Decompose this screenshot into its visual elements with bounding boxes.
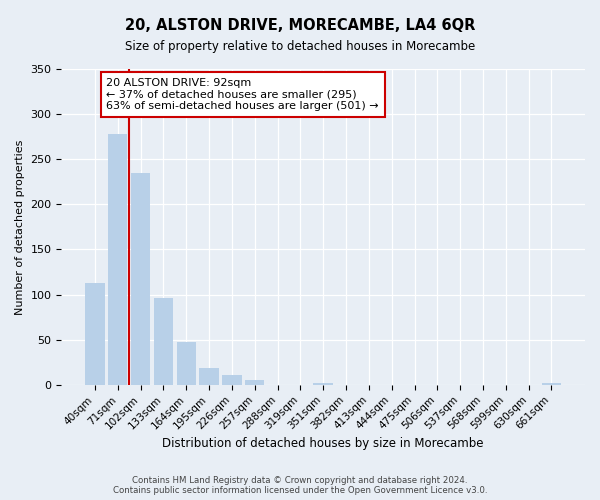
Bar xyxy=(176,342,196,385)
Text: 20, ALSTON DRIVE, MORECAMBE, LA4 6QR: 20, ALSTON DRIVE, MORECAMBE, LA4 6QR xyxy=(125,18,475,32)
Bar xyxy=(85,283,104,385)
Bar xyxy=(154,298,173,385)
Text: Contains public sector information licensed under the Open Government Licence v3: Contains public sector information licen… xyxy=(113,486,487,495)
Text: Size of property relative to detached houses in Morecambe: Size of property relative to detached ho… xyxy=(125,40,475,53)
Bar xyxy=(131,173,150,385)
Bar xyxy=(108,134,127,385)
Bar xyxy=(542,383,561,385)
Y-axis label: Number of detached properties: Number of detached properties xyxy=(15,139,25,314)
Bar xyxy=(222,375,242,385)
Bar xyxy=(245,380,265,385)
Text: 20 ALSTON DRIVE: 92sqm
← 37% of detached houses are smaller (295)
63% of semi-de: 20 ALSTON DRIVE: 92sqm ← 37% of detached… xyxy=(106,78,379,111)
Bar xyxy=(199,368,219,385)
X-axis label: Distribution of detached houses by size in Morecambe: Distribution of detached houses by size … xyxy=(163,437,484,450)
Bar xyxy=(313,383,333,385)
Text: Contains HM Land Registry data © Crown copyright and database right 2024.: Contains HM Land Registry data © Crown c… xyxy=(132,476,468,485)
